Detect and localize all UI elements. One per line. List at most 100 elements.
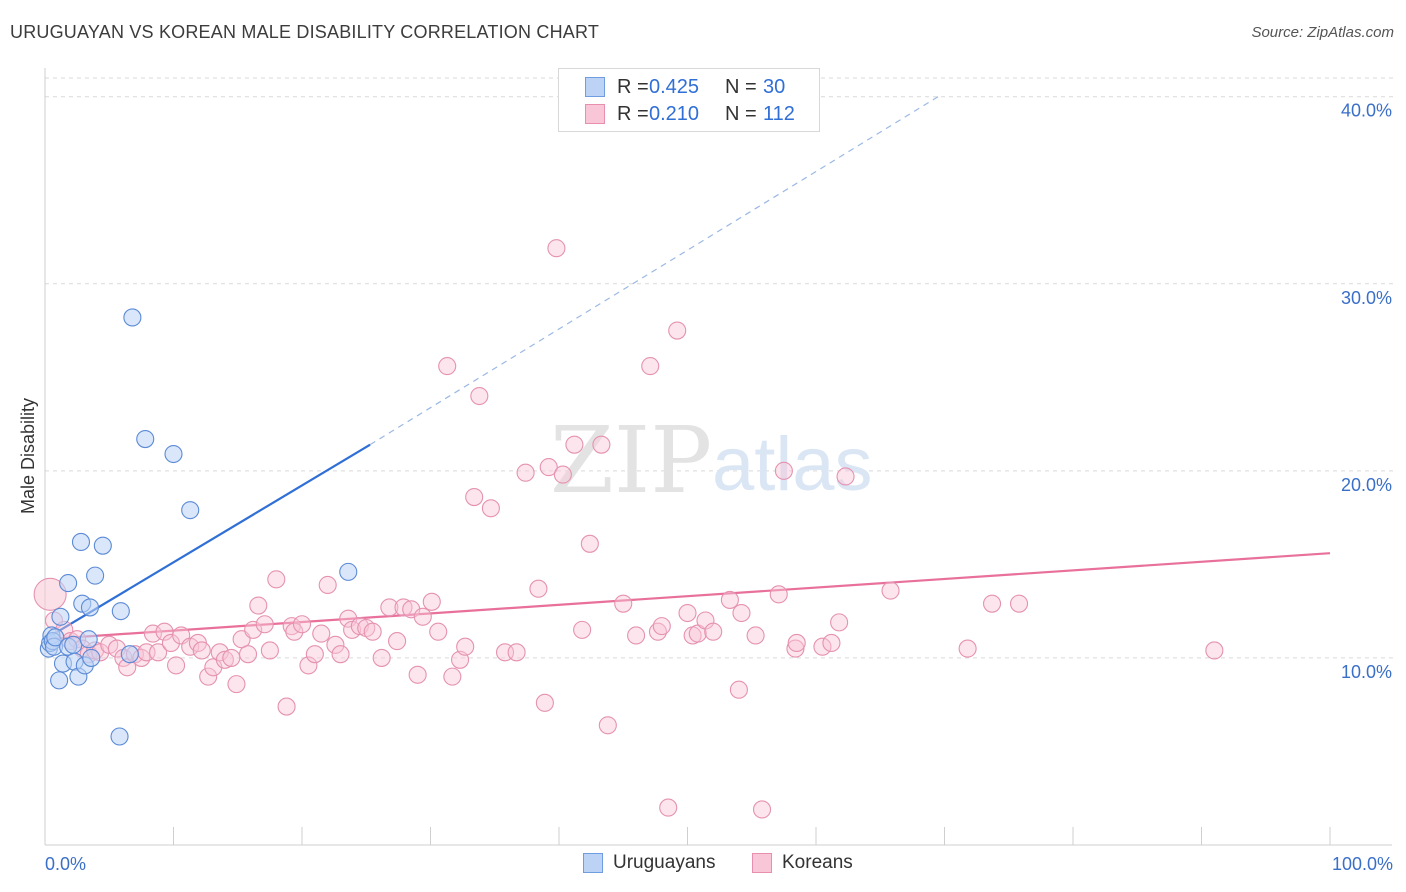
korean-point	[958, 639, 977, 658]
korean-point	[592, 435, 611, 454]
korean-point	[299, 656, 318, 675]
korean-point	[438, 357, 457, 376]
korean-point	[456, 637, 475, 656]
bottom-legend-label: Uruguayans	[613, 852, 716, 873]
korean-point	[305, 645, 324, 664]
korean-point	[470, 386, 489, 406]
korean-point	[836, 467, 855, 486]
korean-point	[813, 637, 832, 656]
korean-point	[774, 461, 793, 480]
korean-point	[580, 534, 599, 553]
korean-point	[822, 633, 841, 653]
korean-point	[786, 639, 805, 658]
legend-n-label: N =	[725, 102, 757, 125]
korean-point	[539, 458, 558, 477]
korean-point	[285, 622, 304, 641]
korean-point	[787, 633, 806, 653]
y-tick-label: 30.0%	[1341, 288, 1392, 308]
korean-point	[516, 463, 535, 482]
uruguayan-point	[120, 645, 139, 664]
korean-point	[752, 800, 772, 819]
legend: R = 0.425 N = 30 R = 0.210 N = 112	[558, 68, 820, 132]
uruguayan-trend-line	[44, 443, 371, 641]
korean-point	[729, 680, 748, 699]
korean-point	[227, 675, 246, 694]
korean-point	[149, 643, 168, 662]
korean-point	[413, 607, 432, 626]
uruguayan-point	[59, 574, 78, 593]
y-tick-label: 40.0%	[1341, 101, 1392, 121]
legend-n-value: 30	[763, 75, 786, 98]
legend-r-value: 0.210	[649, 102, 700, 125]
korean-point	[408, 665, 427, 684]
korean-point	[167, 656, 186, 675]
korean-point	[363, 622, 382, 641]
legend-swatch-blue	[585, 77, 605, 97]
korean-point	[547, 239, 566, 258]
korean-point	[830, 613, 849, 632]
legend-n-value: 112	[763, 102, 795, 125]
korean-point	[277, 697, 296, 716]
chart-title: URUGUAYAN VS KOREAN MALE DISABILITY CORR…	[10, 22, 600, 42]
legend-row-koreans: R = 0.210 N = 112	[585, 102, 795, 126]
korean-point	[659, 798, 678, 817]
legend-r-value: 0.425	[649, 75, 700, 98]
korean-point	[143, 624, 162, 643]
uruguayan-point	[71, 532, 91, 551]
source-label: Source: ZipAtlas.com	[1251, 24, 1394, 41]
uruguayan-point	[181, 501, 200, 520]
bottom-legend-koreans: Koreans	[752, 852, 853, 874]
korean-point	[598, 716, 617, 735]
korean-point	[318, 575, 337, 595]
korean-point	[465, 487, 484, 507]
korean-point	[678, 603, 697, 623]
korean-points	[33, 239, 1224, 819]
uruguayan-point	[79, 630, 98, 649]
y-tick-label: 20.0%	[1341, 475, 1392, 495]
korean-point	[331, 645, 350, 664]
korean-point	[614, 594, 633, 613]
korean-point	[255, 615, 274, 634]
uruguayan-trend-extension	[369, 96, 939, 446]
korean-point	[326, 635, 345, 654]
korean-point	[260, 641, 279, 660]
korean-point	[312, 624, 331, 643]
uruguayan-point	[82, 648, 101, 667]
y-axis-label: Male Disability	[18, 398, 38, 514]
korean-point	[553, 465, 572, 484]
korean-point	[565, 435, 584, 454]
korean-trend-line	[44, 552, 1331, 641]
korean-point	[627, 626, 646, 645]
legend-swatch-pink	[585, 104, 605, 124]
korean-point	[192, 641, 211, 660]
korean-point	[33, 577, 67, 611]
korean-point	[215, 650, 234, 669]
korean-point	[199, 667, 218, 686]
uruguayan-points	[39, 308, 358, 746]
korean-point	[1009, 594, 1029, 613]
korean-point	[746, 626, 765, 645]
korean-point	[372, 648, 391, 667]
uruguayan-point	[93, 536, 112, 555]
watermark-atlas: atlas	[712, 422, 873, 507]
watermark-zip: ZIP	[550, 407, 712, 514]
legend-row-uruguayans: R = 0.425 N = 30	[585, 75, 785, 99]
bottom-legend-label: Koreans	[782, 852, 853, 873]
korean-point	[394, 598, 413, 617]
legend-r-label: R =	[617, 75, 649, 98]
korean-point	[292, 615, 312, 634]
bottom-legend-swatch-blue	[583, 853, 603, 873]
korean-point	[267, 570, 286, 589]
bottom-legend-uruguayans: Uruguayans	[583, 852, 715, 874]
korean-point	[507, 643, 526, 662]
x-tick-label: 0.0%	[45, 854, 86, 874]
korean-point	[769, 585, 788, 604]
uruguayan-point	[111, 602, 130, 621]
uruguayan-point	[110, 727, 129, 746]
uruguayan-point	[339, 562, 358, 581]
korean-point	[641, 357, 660, 376]
korean-point	[1205, 641, 1224, 660]
legend-n-label: N =	[725, 75, 757, 98]
korean-point	[982, 594, 1002, 613]
